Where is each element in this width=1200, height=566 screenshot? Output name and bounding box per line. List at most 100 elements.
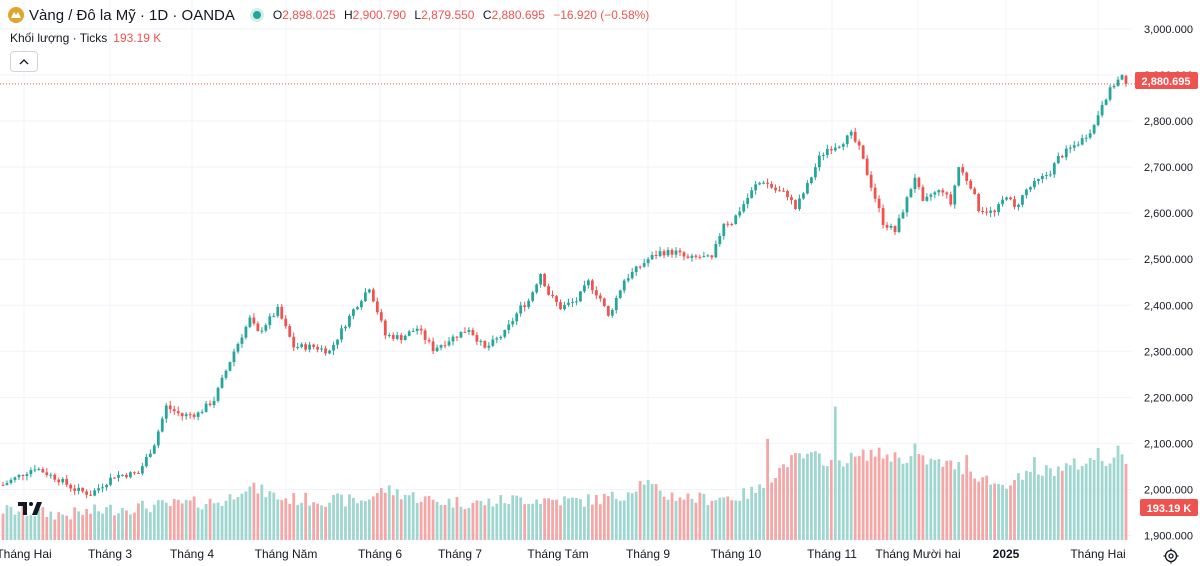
candle-body — [929, 194, 933, 197]
volume-legend[interactable]: Khối lượng · Ticks 193.19 K — [10, 31, 161, 45]
candle-body — [766, 182, 769, 184]
volume-bar — [37, 508, 41, 540]
candle-body — [1, 484, 5, 486]
candle-body — [1116, 79, 1120, 86]
volume-bar — [734, 500, 738, 540]
volume-bar — [646, 480, 650, 540]
volume-bar — [945, 460, 949, 540]
volume-bar — [758, 484, 762, 540]
candle-body — [423, 330, 427, 340]
volume-bar — [180, 503, 184, 540]
candle-body — [13, 477, 17, 480]
volume-bar — [698, 492, 702, 540]
candle-body — [312, 344, 316, 347]
last-price-badge — [1135, 72, 1198, 89]
volume-bar — [802, 458, 805, 540]
volume-bar — [682, 499, 686, 540]
volume-bar — [547, 498, 550, 540]
candle-body — [407, 331, 411, 336]
volume-bar — [1036, 474, 1040, 540]
volume-bar — [877, 447, 881, 540]
gear-icon[interactable] — [1163, 548, 1179, 564]
volume-bar — [909, 456, 913, 540]
candle-body — [25, 474, 29, 476]
volume-bar — [598, 504, 602, 540]
candle-body — [989, 210, 992, 213]
candle-body — [869, 174, 873, 188]
volume-bar — [742, 488, 746, 540]
symbol-title[interactable]: Vàng / Đô la Mỹ · 1D · OANDA — [29, 6, 235, 24]
volume-bar — [889, 461, 893, 540]
time-axis[interactable]: Tháng Hai Tháng 3 Tháng 4 Tháng Năm Tháng 6 T… — [0, 547, 1126, 561]
volume-bar — [1104, 465, 1108, 540]
volume-bar — [419, 501, 423, 540]
candle-body — [97, 488, 100, 491]
candle-body — [455, 336, 459, 338]
candle-body — [646, 259, 650, 264]
candle-body — [69, 484, 73, 489]
last-price-text: 2,880.695 — [1142, 76, 1191, 88]
time-tick-label: Tháng Mười hai — [875, 547, 960, 561]
volume-bar — [1001, 484, 1004, 540]
volume-bar — [853, 456, 857, 540]
tradingview-logo[interactable] — [18, 502, 42, 515]
candle-body — [133, 472, 136, 474]
volume-bar — [21, 505, 25, 540]
candle-body — [666, 249, 670, 256]
volume-bar — [17, 511, 21, 540]
collapse-legend-button[interactable] — [10, 51, 38, 72]
candle-body — [642, 263, 646, 267]
volume-bar — [965, 454, 969, 540]
candle-body — [682, 252, 686, 257]
price-tick-label: 2,600.000 — [1144, 208, 1193, 220]
candle-body — [1068, 147, 1072, 149]
volume-bar — [208, 498, 212, 540]
volume-bar — [730, 500, 734, 540]
candle-body — [483, 340, 487, 348]
candle-body — [837, 146, 841, 148]
candle-body — [841, 144, 845, 147]
volume-bar — [1029, 471, 1032, 540]
volume-bar — [73, 507, 77, 540]
candle-body — [140, 466, 144, 474]
candle-body — [686, 256, 690, 258]
candle-body — [531, 292, 535, 301]
candle-body — [817, 155, 821, 168]
candle-body — [276, 306, 280, 316]
volume-bar — [949, 460, 953, 540]
candle-body — [810, 177, 813, 184]
high-value: 2,900.790 — [352, 8, 407, 22]
candle-body — [367, 289, 371, 293]
candle-body — [228, 362, 232, 371]
volume-bar — [559, 505, 562, 540]
candle-body — [340, 328, 343, 340]
volume-bar — [1025, 470, 1028, 540]
candle-body — [383, 320, 387, 336]
volume-bar — [602, 493, 606, 540]
candle-body — [782, 190, 785, 192]
candle-body — [650, 254, 654, 260]
volume-bar — [774, 477, 777, 540]
time-tick-label: Tháng 10 — [711, 547, 762, 561]
volume-bar — [1124, 463, 1128, 540]
volume-bar — [857, 456, 861, 540]
candle-body — [129, 472, 132, 478]
candle-body — [1001, 199, 1004, 205]
last-price-label: 2,880.695 — [1135, 72, 1198, 89]
candle-body — [328, 350, 331, 354]
candle-body — [953, 185, 957, 205]
volume-bar — [670, 492, 674, 540]
volume-bar — [515, 495, 519, 540]
volume-bar — [833, 406, 837, 540]
candle-body — [778, 190, 781, 192]
volume-bar — [236, 497, 240, 540]
volume-bar — [535, 499, 539, 540]
price-axis[interactable]: 3,000.0002,900.0002,800.0002,700.0002,60… — [1144, 24, 1193, 543]
volume-bar — [344, 506, 347, 540]
volume-bar — [447, 498, 451, 540]
volume-bar — [81, 514, 85, 540]
candle-body — [622, 280, 626, 291]
candle-body — [917, 177, 921, 188]
time-tick-label: Tháng Năm — [255, 547, 318, 561]
